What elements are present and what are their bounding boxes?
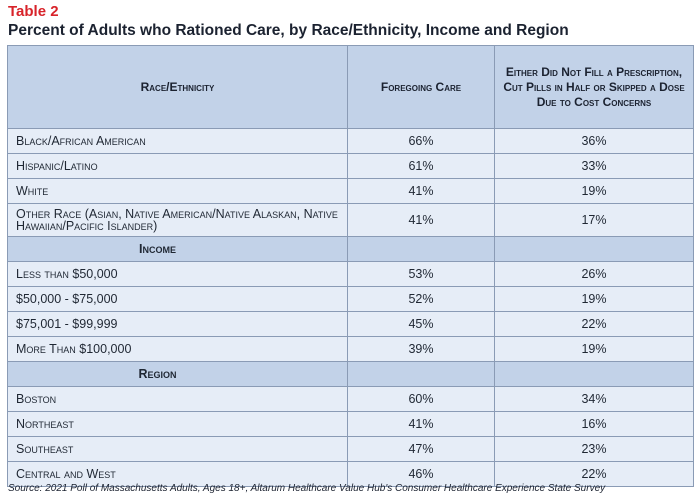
section-row-region: Region: [7, 361, 694, 387]
table-row: Less than $50,000 53% 26%: [7, 261, 694, 287]
row-label: $50,000 - $75,000: [7, 286, 348, 312]
prescription-value: 16%: [494, 411, 694, 437]
foregoing-value: 60%: [347, 386, 495, 412]
section-empty-cell: [347, 236, 495, 262]
prescription-value: 23%: [494, 436, 694, 462]
foregoing-value: 52%: [347, 286, 495, 312]
table-row: Boston 60% 34%: [7, 386, 694, 412]
table-row: Central and West 46% 22%: [7, 461, 694, 487]
foregoing-value: 41%: [347, 178, 495, 204]
foregoing-value: 45%: [347, 311, 495, 337]
row-label: $75,001 - $99,999: [7, 311, 348, 337]
row-label: Boston: [7, 386, 348, 412]
prescription-value: 33%: [494, 153, 694, 179]
row-label: Other Race (Asian, Native American/Nativ…: [7, 203, 348, 237]
table-row: More Than $100,000 39% 19%: [7, 336, 694, 362]
table-row: Other Race (Asian, Native American/Nativ…: [7, 203, 694, 237]
section-empty-cell: [494, 361, 694, 387]
prescription-value: 36%: [494, 128, 694, 154]
row-label: Southeast: [7, 436, 348, 462]
row-label: Black/African American: [7, 128, 348, 154]
prescription-value: 26%: [494, 261, 694, 287]
row-label: White: [7, 178, 348, 204]
prescription-value: 22%: [494, 461, 694, 487]
prescription-value: 17%: [494, 203, 694, 237]
section-empty-cell: [347, 361, 495, 387]
table-row: $75,001 - $99,999 45% 22%: [7, 311, 694, 337]
prescription-value: 19%: [494, 178, 694, 204]
source-note: Source: 2021 Poll of Massachusetts Adult…: [8, 483, 606, 494]
table-title: Percent of Adults who Rationed Care, by …: [8, 22, 569, 39]
prescription-value: 34%: [494, 386, 694, 412]
table-row: Black/African American 66% 36%: [7, 128, 694, 154]
foregoing-value: 61%: [347, 153, 495, 179]
section-label-region: Region: [7, 361, 348, 387]
foregoing-value: 41%: [347, 411, 495, 437]
row-label: Central and West: [7, 461, 348, 487]
table-row: Southeast 47% 23%: [7, 436, 694, 462]
row-label: Hispanic/Latino: [7, 153, 348, 179]
table-row: Northeast 41% 16%: [7, 411, 694, 437]
data-table: Race/Ethnicity Foregoing Care Either Did…: [7, 45, 694, 487]
table-row: White 41% 19%: [7, 178, 694, 204]
prescription-value: 22%: [494, 311, 694, 337]
prescription-value: 19%: [494, 286, 694, 312]
row-label: More Than $100,000: [7, 336, 348, 362]
table-row: Hispanic/Latino 61% 33%: [7, 153, 694, 179]
foregoing-value: 66%: [347, 128, 495, 154]
header-foregoing-care: Foregoing Care: [347, 45, 495, 129]
table-row: $50,000 - $75,000 52% 19%: [7, 286, 694, 312]
row-label: Northeast: [7, 411, 348, 437]
row-label: Less than $50,000: [7, 261, 348, 287]
table-label: Table 2: [8, 3, 59, 20]
section-label-income: Income: [7, 236, 348, 262]
foregoing-value: 41%: [347, 203, 495, 237]
foregoing-value: 47%: [347, 436, 495, 462]
header-row: Race/Ethnicity Foregoing Care Either Did…: [7, 45, 694, 129]
foregoing-value: 39%: [347, 336, 495, 362]
header-prescription: Either Did Not Fill a Prescription, Cut …: [494, 45, 694, 129]
foregoing-value: 53%: [347, 261, 495, 287]
header-race-ethnicity: Race/Ethnicity: [7, 45, 348, 129]
prescription-value: 19%: [494, 336, 694, 362]
section-empty-cell: [494, 236, 694, 262]
section-row-income: Income: [7, 236, 694, 262]
